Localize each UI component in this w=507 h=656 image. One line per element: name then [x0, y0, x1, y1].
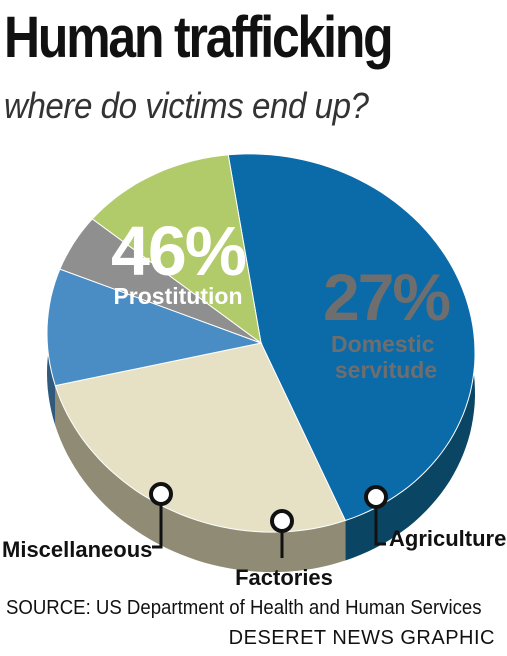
graphic-credit: DESERET NEWS GRAPHIC — [228, 627, 495, 649]
domestic-category-label: Domestic servitude — [331, 331, 441, 383]
pie-top-layer — [46, 153, 476, 533]
pie-slice-domestic-servitude — [54, 342, 346, 533]
factories-label: Factories — [235, 565, 333, 590]
domestic-label-line-1: Domestic — [331, 331, 435, 357]
chart-title: Human trafficking — [4, 5, 394, 70]
prostitution-category-label: Prostitution — [113, 283, 242, 309]
agriculture-callout — [364, 485, 388, 546]
pie-slice-prostitution — [227, 153, 476, 522]
chart-subtitle: where do victims end up? — [4, 85, 369, 126]
pie-slice-agriculture — [46, 268, 263, 387]
domestic-value-label: 27% — [323, 260, 449, 334]
prostitution-value-label: 46% — [111, 212, 246, 290]
miscellaneous-label: Miscellaneous — [2, 537, 152, 562]
domestic-label-line-2: servitude — [335, 357, 437, 383]
factories-callout — [270, 509, 294, 558]
pie-slice-factories — [59, 218, 262, 344]
pie-side-domestic-servitude — [55, 385, 346, 573]
pie-slice-miscellaneous — [91, 154, 262, 345]
source-note: SOURCE: US Department of Health and Huma… — [6, 597, 482, 619]
miscellaneous-callout — [149, 482, 173, 549]
agriculture-label: Agriculture — [389, 526, 506, 551]
